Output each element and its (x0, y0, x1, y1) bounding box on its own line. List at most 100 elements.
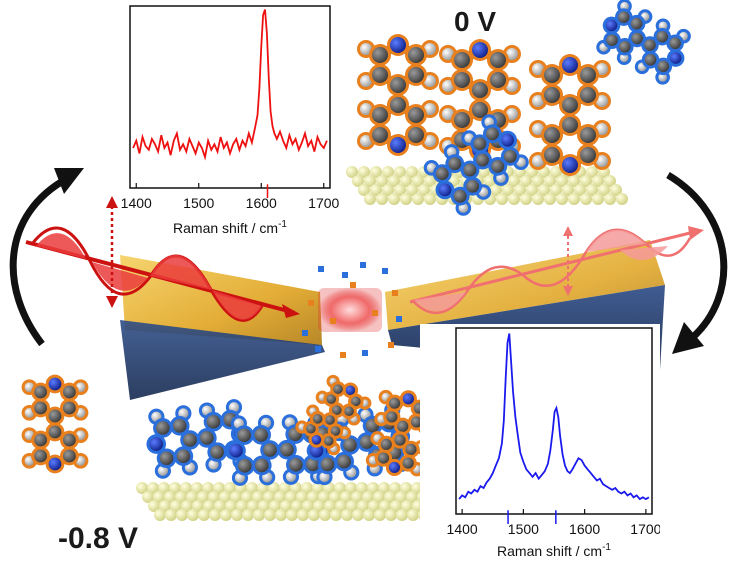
x-axis-title: Raman shift / cm-1 (173, 219, 287, 236)
voltage-label-top: 0 V (454, 6, 496, 38)
nitrogen-atom (562, 157, 578, 173)
carbon-atom (580, 147, 596, 163)
gap-molecule-dot (318, 266, 324, 272)
substrate-atom (374, 509, 386, 521)
carbon-atom (289, 458, 303, 472)
carbon-atom (313, 414, 323, 424)
gap-molecule-dot (388, 342, 394, 348)
carbon-atom (606, 34, 618, 46)
carbon-atom (325, 415, 335, 425)
free-molecule-left (22, 375, 89, 474)
x-tick-label: 1400 (447, 521, 478, 537)
carbon-atom (63, 402, 76, 415)
carbon-atom (173, 419, 187, 433)
substrate-bottom (136, 482, 441, 521)
substrate-atom (412, 193, 424, 205)
carbon-atom (405, 444, 416, 455)
nitrogen-atom (472, 42, 488, 58)
carbon-atom (34, 450, 47, 463)
substrate-atom (556, 193, 568, 205)
carbon-atom (263, 443, 277, 457)
carbon-atom (372, 47, 388, 63)
carbon-atom (544, 127, 560, 143)
carbon-atom (394, 434, 405, 445)
substrate-atom (400, 193, 412, 205)
nitrogen-atom (403, 393, 414, 404)
carbon-atom (476, 154, 489, 167)
substrate-atom (616, 193, 628, 205)
gap-molecule-dot (360, 262, 366, 268)
carbon-atom (657, 31, 669, 43)
substrate-atom (352, 509, 364, 521)
pyridine-molecule (357, 34, 439, 156)
substrate-atom (364, 193, 376, 205)
carbon-atom (372, 67, 388, 83)
substrate-atom (165, 509, 177, 521)
carbon-atom (63, 386, 76, 399)
x-tick-label: 1500 (508, 521, 539, 537)
gap-molecule-dot (382, 268, 388, 274)
carbon-atom (210, 445, 224, 459)
substrate-atom (520, 193, 532, 205)
carbon-atom (466, 180, 479, 193)
carbon-atom (49, 410, 62, 423)
carbon-atom (408, 127, 424, 143)
carbon-atom (63, 434, 76, 447)
x-axis-title: Raman shift / cm-1 (497, 542, 611, 559)
substrate-atom (220, 509, 232, 521)
carbon-atom (464, 164, 477, 177)
gap-molecule-dot (330, 318, 336, 324)
carbon-atom (160, 451, 174, 465)
nitrogen-atom (49, 458, 62, 471)
carbon-atom (631, 33, 643, 45)
carbon-atom (390, 97, 406, 113)
carbon-atom (390, 77, 406, 93)
carbon-atom (644, 39, 656, 51)
substrate-atom (330, 509, 342, 521)
carbon-atom (386, 411, 397, 422)
gap-molecule-dot (396, 316, 402, 322)
carbon-atom (669, 37, 681, 49)
gap-molecule-dot (302, 330, 308, 336)
pyridine-molecule (146, 399, 250, 479)
carbon-atom (408, 107, 424, 123)
substrate-atom (424, 193, 436, 205)
carbon-atom (454, 190, 467, 203)
voltage-label-bottom: -0.8 V (58, 522, 138, 556)
substrate-atom (385, 509, 397, 521)
substrate-atom (407, 509, 419, 521)
carbon-atom (544, 67, 560, 83)
nitrogen-atom (390, 37, 406, 53)
carbon-atom (343, 438, 357, 452)
nitrogen-atom (606, 20, 618, 32)
carbon-atom (448, 157, 461, 170)
substrate-atom (154, 509, 166, 521)
carbon-atom (372, 127, 388, 143)
carbon-atom (454, 112, 470, 128)
carbon-atom (63, 450, 76, 463)
x-tick-label: 1700 (308, 195, 339, 211)
carbon-atom (381, 439, 392, 450)
carbon-atom (473, 137, 486, 150)
carbon-atom (337, 455, 351, 469)
carbon-atom (504, 150, 517, 163)
substrate-atom (580, 193, 592, 205)
gap-molecule-dot (372, 310, 378, 316)
carbon-atom (389, 398, 400, 409)
nitrogen-atom (670, 52, 682, 64)
carbon-atom (378, 452, 389, 463)
substrate-atom (532, 193, 544, 205)
carbon-atom (280, 443, 294, 457)
carbon-atom (397, 421, 408, 432)
substrate-atom (508, 193, 520, 205)
gap-molecule-dot (362, 350, 368, 356)
x-tick-label: 1500 (183, 195, 214, 211)
carbon-atom (333, 384, 343, 394)
carbon-atom (408, 67, 424, 83)
cycle-arrow-right (668, 175, 724, 354)
carbon-atom (562, 117, 578, 133)
substrate-atom (341, 509, 353, 521)
